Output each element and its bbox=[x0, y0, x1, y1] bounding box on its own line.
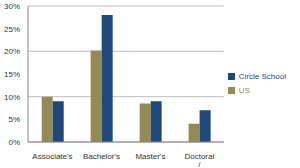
svg-text:Associate's: Associate's bbox=[32, 152, 72, 161]
svg-text:25%: 25% bbox=[8, 25, 20, 34]
html-text:US: US bbox=[238, 86, 250, 95]
svg-text:15%: 15% bbox=[8, 70, 20, 79]
svg-text:Doctoral/Professional: Doctoral/Professional bbox=[177, 152, 221, 168]
svg-text:10%: 10% bbox=[8, 93, 20, 102]
svg-text:Master's: Master's bbox=[135, 152, 165, 161]
html-text:Circle School: Circle School bbox=[238, 72, 286, 81]
svg-text:Bachelor's: Bachelor's bbox=[83, 152, 120, 161]
svg-text:5%: 5% bbox=[8, 115, 20, 124]
svg-text:20%: 20% bbox=[8, 47, 20, 56]
svg-text:30%: 30% bbox=[8, 2, 20, 11]
svg-text:0%: 0% bbox=[8, 138, 20, 147]
